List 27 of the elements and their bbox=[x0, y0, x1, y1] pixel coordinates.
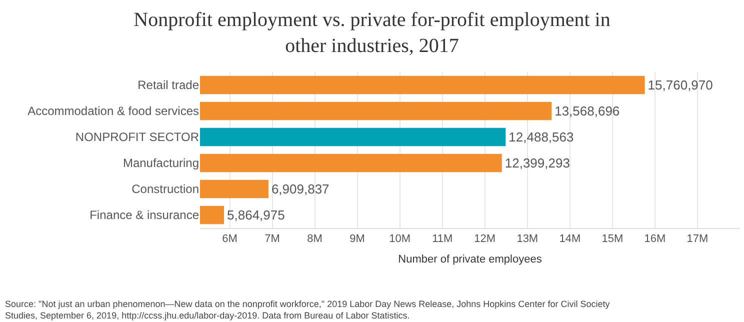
chart-title: Nonprofit employment vs. private for-profit employment in other industries, 2017 bbox=[134, 8, 610, 57]
data-label: 5,864,975 bbox=[227, 208, 285, 222]
source-note: Source: "Not just an urban phenomenon—New data on the nonprofit workforce," 2019 Labor Day News Release, Johns Hopkins Center for Civil Society Studies, September 6, 2019, http://ccss.jhu.edu/labor-day-2019. Data from Bureau of Labor Statistics. bbox=[5, 299, 610, 321]
x-tick-label: 15M bbox=[602, 233, 624, 246]
x-tick-label: 7M bbox=[264, 233, 280, 246]
y-tick-label: NONPROFIT SECTOR bbox=[75, 130, 200, 144]
data-label: 13,568,696 bbox=[554, 104, 620, 118]
data-label: 15,760,970 bbox=[648, 78, 713, 92]
x-tick-label: 8M bbox=[307, 233, 322, 246]
data-label: 6,909,837 bbox=[271, 182, 330, 196]
x-tick-label: 11M bbox=[432, 233, 453, 246]
y-tick-label: Construction bbox=[132, 182, 199, 196]
y-tick-label: Retail trade bbox=[138, 78, 200, 92]
x-tick-label: 16M bbox=[644, 233, 666, 246]
y-tick-label: Manufacturing bbox=[122, 156, 199, 170]
x-tick-label: 6M bbox=[222, 233, 238, 246]
data-label: 12,399,293 bbox=[504, 156, 570, 170]
x-tick-label: 10M bbox=[389, 233, 411, 246]
x-axis-title: Number of private employees bbox=[398, 253, 542, 266]
x-tick-label: 13M bbox=[516, 233, 538, 246]
x-tick-label: 14M bbox=[559, 233, 581, 246]
x-tick-label: 17M bbox=[686, 233, 708, 246]
y-tick-label: Finance & insurance bbox=[90, 208, 200, 222]
y-tick-label: Accommodation & food services bbox=[28, 104, 199, 118]
x-tick-label: 12M bbox=[474, 233, 496, 246]
data-label: 12,488,563 bbox=[508, 130, 574, 144]
x-tick-label: 9M bbox=[350, 233, 365, 246]
